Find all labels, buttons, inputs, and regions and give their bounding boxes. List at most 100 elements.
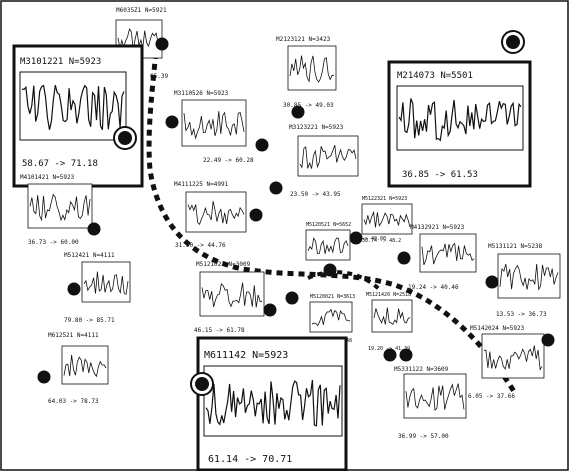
signal-trace — [421, 242, 475, 266]
signal-trace — [405, 383, 465, 411]
highlight-dot — [506, 35, 520, 49]
stray-label: -> 40.00 — [362, 236, 386, 242]
panel-title: M5122321 N=5923 — [362, 196, 407, 202]
signal-trace — [29, 193, 91, 222]
panel-range: 64.03 -> 78.73 — [48, 398, 99, 405]
panel-frame — [81, 261, 131, 303]
panel-frame — [287, 45, 337, 91]
signal-trace — [373, 307, 411, 326]
panel-frame — [305, 229, 351, 261]
signal-trace — [499, 263, 559, 291]
signal-trace — [311, 308, 351, 327]
panel-m5121022: M5121022 N=3009 46.15 -> 61.78 — [194, 261, 265, 334]
panel-title: M3101221 N=5923 — [20, 57, 101, 67]
node-dot — [383, 348, 397, 362]
signal-trace — [187, 201, 245, 225]
panel-title: M5120021 N=3613 — [310, 294, 355, 300]
panel-title: M5131121 N=5238 — [488, 243, 543, 250]
panel-title: M5120521 N=5652 — [306, 222, 351, 228]
node-dot — [249, 208, 263, 222]
signal-trace — [398, 98, 522, 142]
panel-title: M4132921 N=5923 — [410, 224, 465, 231]
panel-plot-area — [19, 71, 127, 141]
panel-plot-area — [396, 85, 524, 151]
highlight-dot — [118, 131, 132, 145]
node-dot — [541, 333, 555, 347]
panel-title: M4101421 N=5923 — [20, 174, 75, 181]
panel-m214073: M214073 N=5501 36.85 -> 61.53 — [387, 60, 532, 188]
signal-trace — [83, 271, 129, 295]
node-dot — [263, 303, 277, 317]
panel-range: 23.50 -> 43.95 — [290, 191, 341, 198]
panel-frame — [185, 191, 247, 233]
panel-title: M5142024 N=5923 — [470, 325, 525, 332]
panel-range: 22.49 -> 60.28 — [203, 157, 254, 164]
panel-plot-area — [203, 365, 343, 437]
panel-m512421: M512421 N=4111 79.80 -> 85.71 — [64, 252, 131, 324]
panel-title: M2123121 N=3423 — [276, 36, 331, 43]
node-dot — [87, 222, 101, 236]
node-dot — [155, 37, 169, 51]
panel-m4101421: M4101421 N=5923 36.73 -> 60.00 — [20, 174, 93, 246]
panel-frame — [196, 336, 348, 471]
signal-trace — [63, 354, 107, 378]
panel-range: 79.80 -> 85.71 — [64, 317, 115, 324]
panel-m611142: M611142 N=5923 61.14 -> 70.71 — [196, 336, 348, 471]
node-dot — [255, 138, 269, 152]
dotted-path-left — [146, 19, 518, 395]
node-dot — [323, 263, 337, 277]
node-dot — [37, 370, 51, 384]
panel-title: M512421 N=4111 — [64, 252, 115, 259]
panel-m3101221: M3101221 N=5923 58.67 -> 71.18 — [12, 44, 144, 188]
signal-trace — [205, 379, 341, 427]
panel-title: M3123221 N=5923 — [289, 124, 344, 131]
panel-m5142024: M5142024 N=5923 6.05 -> 37.66 — [468, 325, 545, 400]
node-dot — [269, 181, 283, 195]
panel-frame — [199, 271, 265, 317]
panel-range: 58.67 -> 71.18 — [22, 159, 98, 169]
signal-trace — [201, 282, 263, 308]
node-dot — [291, 105, 305, 119]
signal-trace — [363, 210, 411, 228]
panel-title: M5121420 N=2518 — [366, 292, 411, 298]
panel-range: 30.85 -> 49.03 — [283, 102, 334, 109]
panel-m2123121: M2123121 N=3423 30.85 -> 49.03 — [276, 36, 337, 109]
highlight-dot — [195, 377, 209, 391]
panel-m5120521: M5120521 N=5652 — [305, 222, 351, 261]
panel-title: M214073 N=5501 — [397, 71, 473, 81]
signal-trace — [183, 111, 245, 140]
panel-title: M5331122 N=3609 — [394, 366, 449, 373]
node-dot — [485, 275, 499, 289]
panel-frame — [61, 345, 109, 385]
panel-frame — [27, 183, 93, 229]
panel-m3123221: M3123221 N=5923 23.50 -> 43.95 — [289, 124, 359, 198]
panel-m5331122: M5331122 N=3609 36.99 -> 57.00 — [394, 366, 467, 440]
panel-range: 36.85 -> 61.53 — [402, 170, 478, 180]
panel-range: 65.39 — [150, 73, 168, 80]
signal-trace — [21, 84, 125, 130]
panel-range: 36.73 -> 60.00 — [28, 239, 79, 246]
panel-title: M4111225 N=4991 — [174, 181, 229, 188]
node-dot — [397, 251, 411, 265]
panel-range: 19.24 -> 40.46 — [408, 284, 459, 291]
panel-title: M611142 N=5923 — [204, 350, 288, 361]
node-dot — [165, 115, 179, 129]
panel-range: 31.90 -> 44.76 — [175, 242, 226, 249]
panel-m5131121: M5131121 N=5238 13.53 -> 36.73 — [488, 243, 561, 318]
panel-range: 36.99 -> 57.00 — [398, 433, 449, 440]
panel-m5122321: M5122321 N=5923 30.74 -> 48.2 — [361, 196, 413, 244]
signal-trace — [289, 55, 334, 83]
panel-m4132921: M4132921 N=5923 19.24 -> 40.46 — [408, 224, 477, 291]
panel-frame — [297, 135, 359, 177]
signal-trace — [307, 237, 349, 255]
signal-trace — [484, 345, 543, 371]
panel-frame — [361, 203, 413, 235]
panel-frame — [309, 301, 353, 333]
stray-label: 48 — [346, 338, 352, 344]
panel-m5120021: M5120021 N=3613 — [309, 294, 355, 333]
signal-trace — [299, 144, 357, 169]
panel-range: 13.53 -> 36.73 — [496, 311, 547, 318]
node-dot — [67, 282, 81, 296]
panel-range: 46.15 -> 61.78 — [194, 327, 245, 334]
